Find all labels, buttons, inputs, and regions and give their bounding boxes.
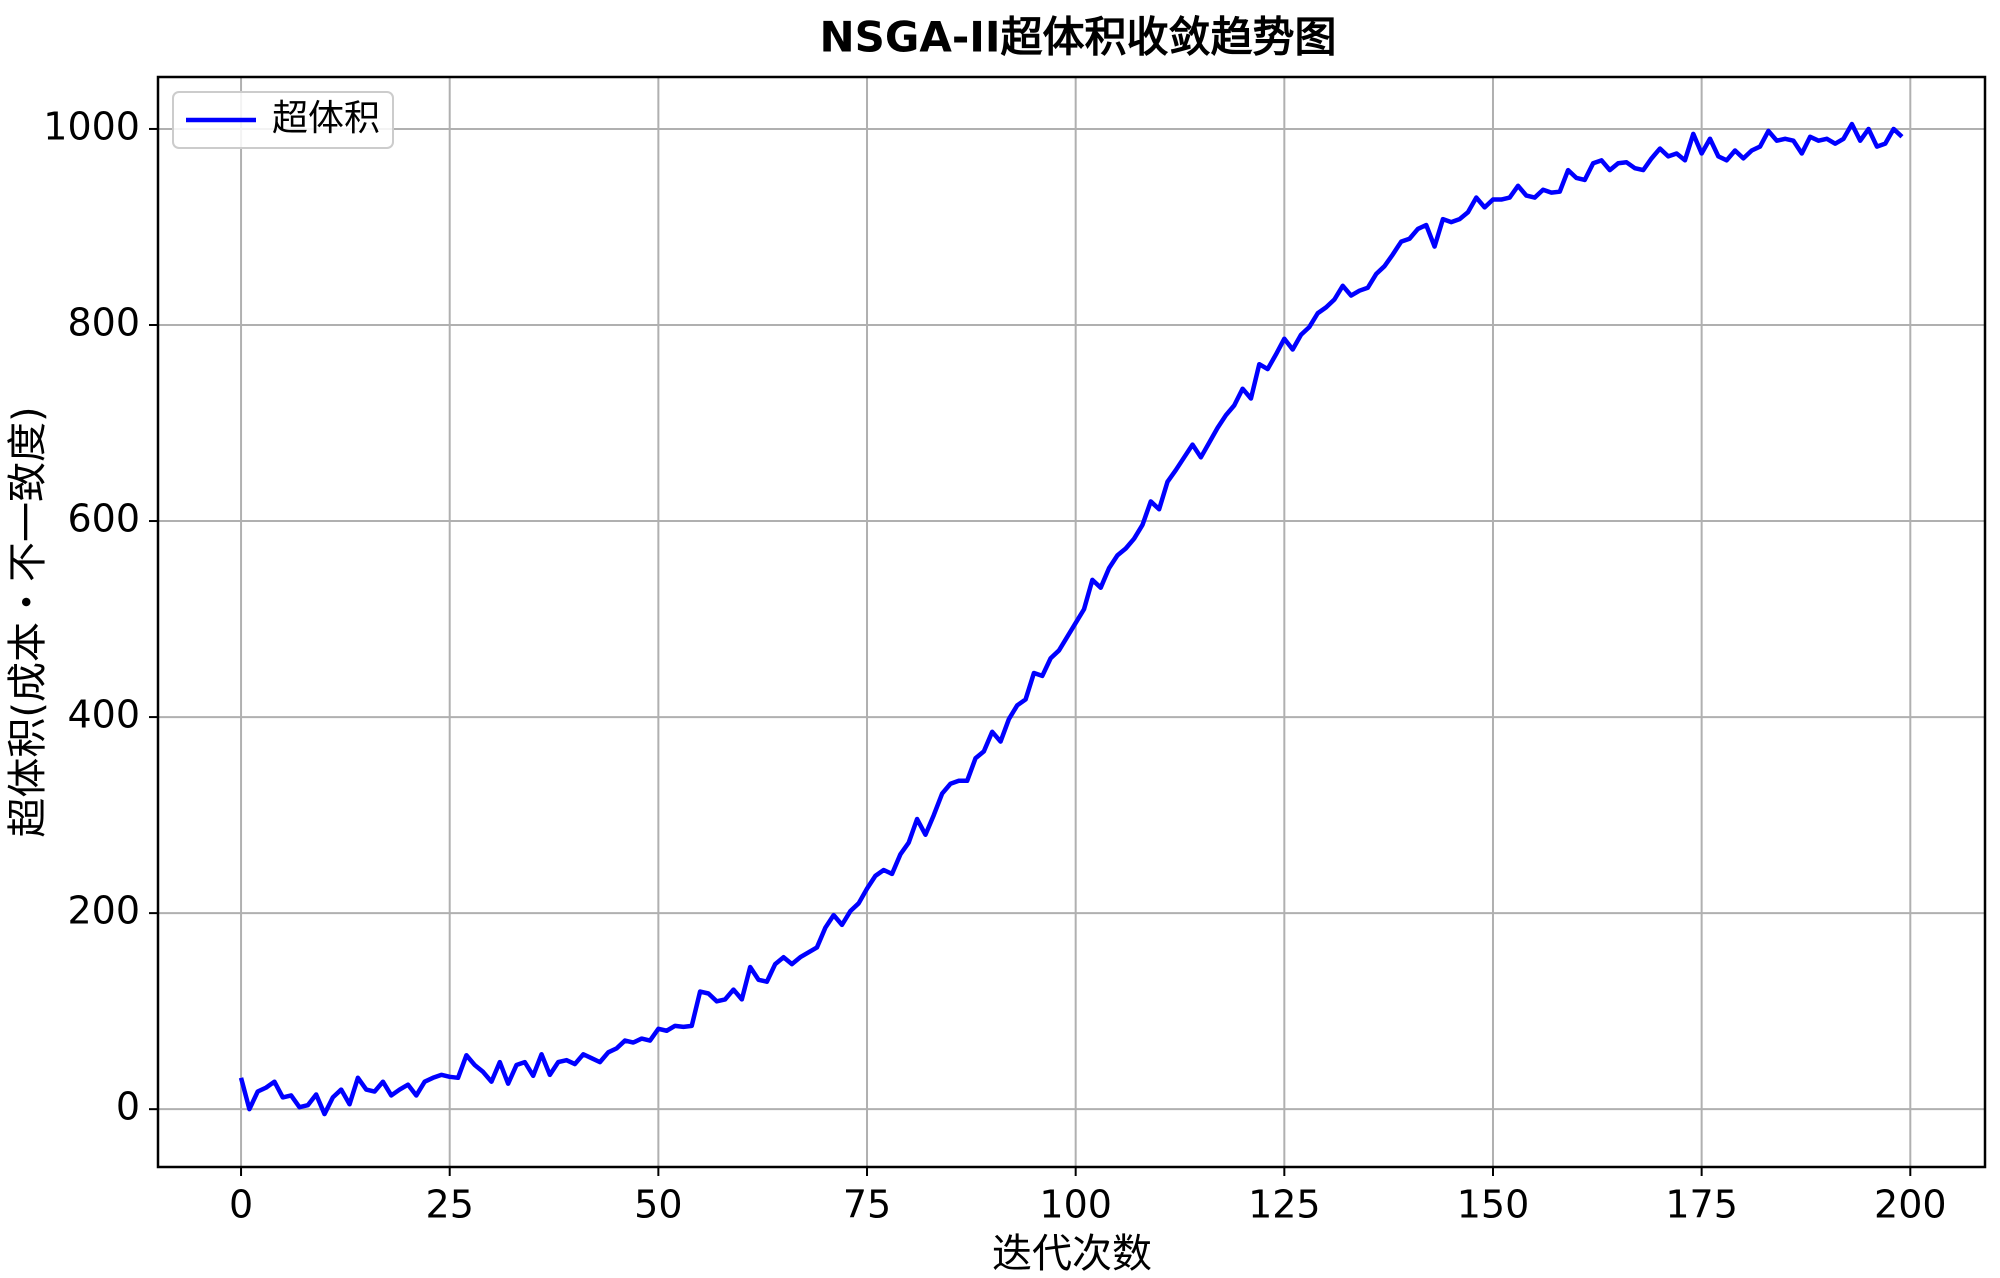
legend-label: 超体积 bbox=[272, 98, 380, 139]
x-tick-label: 150 bbox=[1457, 1183, 1530, 1227]
y-tick-label: 1000 bbox=[43, 104, 140, 148]
data-line bbox=[238, 121, 1904, 1117]
plot-frame bbox=[156, 75, 1987, 1169]
x-tick-label: 100 bbox=[1039, 1183, 1112, 1227]
chart-title: NSGA-II超体积收敛趋势图 bbox=[819, 13, 1336, 62]
x-tick-label: 50 bbox=[634, 1183, 682, 1227]
y-tick-label: 800 bbox=[67, 300, 140, 344]
y-axis-label: 超体积(成本・不一致度) bbox=[5, 406, 51, 837]
y-tick-label: 600 bbox=[67, 497, 140, 541]
x-tick-label: 125 bbox=[1248, 1183, 1321, 1227]
x-tick-label: 25 bbox=[426, 1183, 474, 1227]
x-tick-label: 0 bbox=[229, 1183, 253, 1227]
y-tick-label: 200 bbox=[67, 889, 140, 933]
x-tick-label: 175 bbox=[1665, 1183, 1738, 1227]
x-tick-label: 200 bbox=[1874, 1183, 1947, 1227]
y-tick-label: 0 bbox=[116, 1085, 140, 1129]
x-tick-label: 75 bbox=[843, 1183, 891, 1227]
x-axis-label: 迭代次数 bbox=[992, 1231, 1152, 1277]
legend-box bbox=[172, 91, 394, 149]
y-tick-label: 400 bbox=[67, 693, 140, 737]
